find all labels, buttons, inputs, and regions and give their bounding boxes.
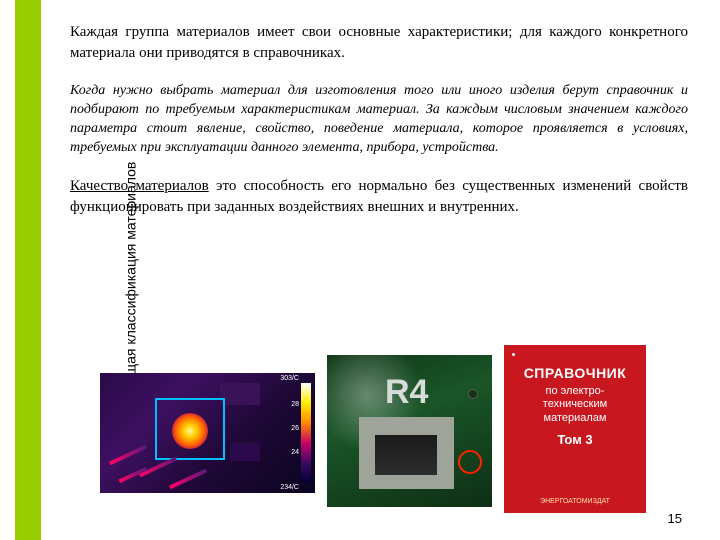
paragraph-intro: Каждая группа материалов имеет свои осно… [70, 22, 688, 64]
book-cover: СПРАВОЧНИК по электро- техническим матер… [504, 355, 646, 510]
colorbar-tick-2: 24 [291, 449, 299, 456]
pcb-highlight-circle [458, 450, 482, 474]
colorbar-min: 234/C [280, 484, 299, 491]
book-title-1: СПРАВОЧНИК [514, 365, 636, 383]
colorbar-tick-1: 26 [291, 425, 299, 432]
colorbar-tick-0: 28 [291, 401, 299, 408]
page-number: 15 [668, 511, 682, 526]
content-area: Каждая группа материалов имеет свои осно… [70, 22, 688, 218]
thermal-image: 303/C 28 26 24 234/C [100, 355, 315, 510]
book-volume: Том 3 [514, 432, 636, 448]
book-publisher: ЭНЕРГОАТОМИЗДАТ [504, 498, 646, 505]
paragraph-quality: Качество материалов это способность его … [70, 176, 688, 218]
thermal-colorbar [301, 383, 311, 483]
sidebar-strip [15, 0, 41, 540]
quality-term: Качество материалов [70, 178, 209, 194]
book-title-4: материалам [514, 412, 636, 426]
book-title-2: по электро- [514, 385, 636, 399]
pcb-designator: R4 [385, 373, 428, 412]
images-row: 303/C 28 26 24 234/C R4 СПРАВОЧНИК по эл… [100, 355, 680, 510]
book-title-3: техническим [514, 398, 636, 412]
colorbar-max: 303/C [280, 375, 299, 382]
pcb-image: R4 [327, 355, 492, 510]
paragraph-italic: Когда нужно выбрать материал для изготов… [70, 82, 688, 158]
